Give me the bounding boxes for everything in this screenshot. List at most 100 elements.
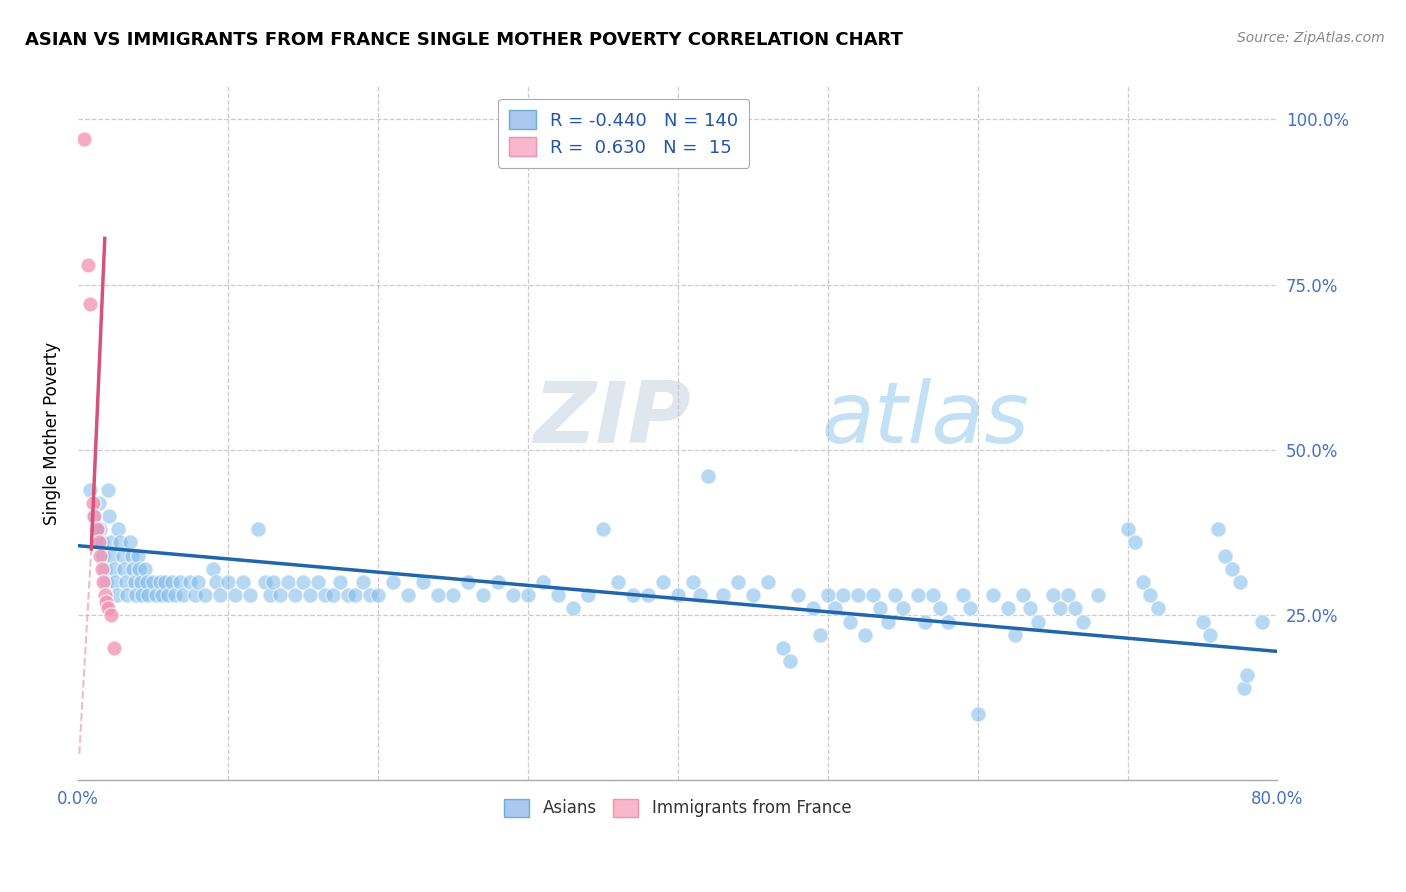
- Point: [150, 588, 173, 602]
- Point: [103, 562, 125, 576]
- Point: [122, 562, 145, 576]
- Point: [277, 575, 299, 590]
- Text: ZIP: ZIP: [534, 378, 692, 461]
- Point: [136, 588, 159, 602]
- Point: [156, 588, 179, 602]
- Point: [135, 575, 157, 590]
- Point: [959, 601, 981, 615]
- Point: [239, 588, 262, 602]
- Point: [891, 601, 914, 615]
- Point: [82, 508, 104, 523]
- Point: [246, 522, 269, 536]
- Point: [1206, 522, 1229, 536]
- Point: [352, 575, 374, 590]
- Point: [224, 588, 246, 602]
- Point: [666, 588, 689, 602]
- Point: [876, 615, 898, 629]
- Point: [869, 601, 891, 615]
- Point: [344, 588, 367, 602]
- Point: [89, 522, 111, 536]
- Point: [269, 588, 291, 602]
- Point: [104, 575, 127, 590]
- Point: [1146, 601, 1168, 615]
- Point: [291, 575, 314, 590]
- Point: [808, 628, 831, 642]
- Point: [322, 588, 344, 602]
- Point: [87, 496, 110, 510]
- Point: [84, 522, 107, 536]
- Point: [172, 588, 194, 602]
- Point: [457, 575, 479, 590]
- Point: [531, 575, 554, 590]
- Point: [711, 588, 734, 602]
- Point: [921, 588, 943, 602]
- Point: [129, 575, 152, 590]
- Point: [125, 588, 148, 602]
- Point: [727, 575, 749, 590]
- Point: [1213, 549, 1236, 563]
- Point: [824, 601, 846, 615]
- Point: [606, 575, 628, 590]
- Point: [1199, 628, 1222, 642]
- Point: [1229, 575, 1251, 590]
- Point: [142, 575, 165, 590]
- Point: [83, 508, 105, 523]
- Point: [107, 522, 129, 536]
- Point: [120, 535, 142, 549]
- Point: [1064, 601, 1087, 615]
- Point: [121, 549, 143, 563]
- Point: [381, 575, 404, 590]
- Point: [839, 615, 862, 629]
- Point: [359, 588, 381, 602]
- Point: [779, 654, 801, 668]
- Point: [966, 707, 988, 722]
- Point: [117, 588, 139, 602]
- Point: [259, 588, 281, 602]
- Point: [1251, 615, 1274, 629]
- Point: [1019, 601, 1042, 615]
- Point: [741, 588, 763, 602]
- Point: [232, 575, 254, 590]
- Point: [471, 588, 494, 602]
- Point: [97, 483, 120, 497]
- Point: [637, 588, 659, 602]
- Point: [98, 508, 121, 523]
- Point: [128, 562, 150, 576]
- Point: [82, 496, 104, 510]
- Point: [217, 575, 239, 590]
- Point: [149, 575, 172, 590]
- Point: [846, 588, 869, 602]
- Text: Source: ZipAtlas.com: Source: ZipAtlas.com: [1237, 31, 1385, 45]
- Point: [1049, 601, 1071, 615]
- Point: [105, 588, 128, 602]
- Point: [184, 588, 207, 602]
- Point: [108, 535, 131, 549]
- Point: [201, 562, 224, 576]
- Point: [145, 588, 167, 602]
- Point: [786, 588, 808, 602]
- Point: [952, 588, 974, 602]
- Point: [367, 588, 389, 602]
- Point: [79, 297, 101, 311]
- Point: [1026, 615, 1049, 629]
- Point: [756, 575, 779, 590]
- Point: [112, 562, 135, 576]
- Point: [153, 575, 176, 590]
- Point: [262, 575, 284, 590]
- Point: [1011, 588, 1033, 602]
- Point: [853, 628, 876, 642]
- Point: [1087, 588, 1109, 602]
- Point: [97, 601, 120, 615]
- Point: [1139, 588, 1161, 602]
- Point: [96, 575, 118, 590]
- Point: [981, 588, 1004, 602]
- Point: [329, 575, 352, 590]
- Point: [336, 588, 359, 602]
- Point: [87, 535, 110, 549]
- Point: [1071, 615, 1094, 629]
- Point: [86, 535, 108, 549]
- Point: [90, 535, 112, 549]
- Point: [127, 549, 149, 563]
- Point: [1222, 562, 1244, 576]
- Point: [547, 588, 569, 602]
